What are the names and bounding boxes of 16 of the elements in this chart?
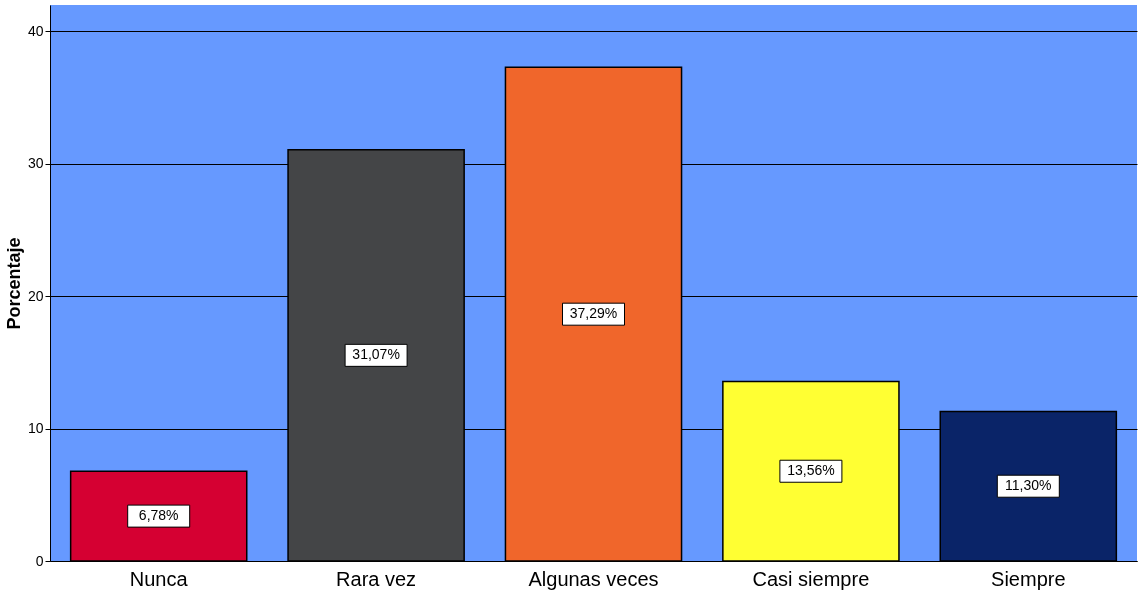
y-tick-label: 30 [27,155,44,172]
x-tick-label: Nunca [129,567,189,590]
data-label: 31,07% [352,346,400,363]
y-tick-label: 0 [35,552,44,569]
data-label: 13,56% [787,462,835,479]
x-tick-label: Siempre [991,567,1066,590]
x-tick-label: Rara vez [336,567,417,590]
y-tick-label: 20 [27,287,44,304]
y-tick-label: 10 [27,420,44,437]
data-label: 11,30% [1005,477,1052,494]
data-label: 37,29% [569,305,618,322]
x-tick-label: Algunas veces [528,567,659,590]
data-label: 6,78% [138,507,179,524]
y-axis-title: Porcentaje [3,237,24,330]
x-tick-label: Casi siempre [752,567,870,590]
y-tick-label: 40 [27,22,44,39]
